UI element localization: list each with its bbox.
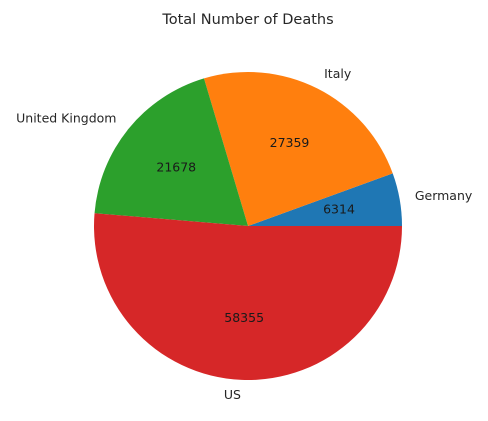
value-label-italy: 27359 [270,135,310,150]
category-label-us: US [224,387,241,402]
value-label-united-kingdom: 21678 [156,159,196,174]
value-label-us: 58355 [224,310,264,325]
pie-labels: Germany 6314 Italy 27359 United Kingdom 21678… [16,66,473,402]
category-label-italy: Italy [324,66,352,81]
pie-slices [94,72,403,380]
pie-slice-germany [248,173,402,226]
category-label-united-kingdom: United Kingdom [16,111,116,126]
value-label-germany: 6314 [323,201,355,216]
chart-title: Total Number of Deaths [161,12,333,28]
pie-slice-united-kingdom [94,78,248,227]
category-label-germany: Germany [415,188,473,203]
pie-slice-us [94,213,403,380]
pie-slice-italy [203,72,393,226]
